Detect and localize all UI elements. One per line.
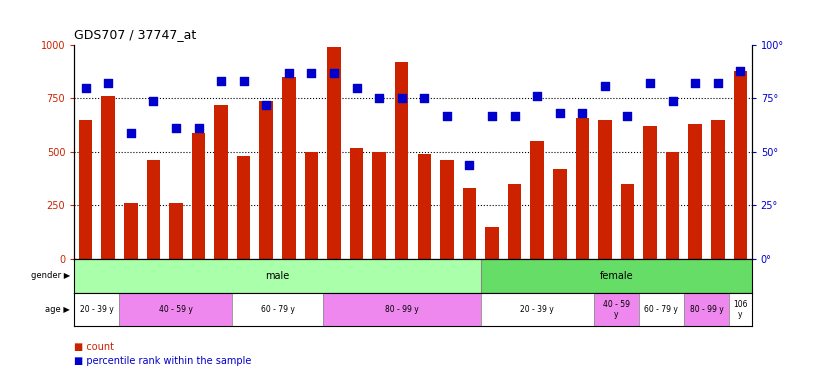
Text: 60 - 79 y: 60 - 79 y (644, 305, 678, 314)
Bar (684, 292, 729, 326)
Point (102, 81, 115, 87)
Point (350, 85, 363, 91)
Point (124, 130, 137, 136)
Bar (305, 152, 318, 259)
Point (418, 95, 431, 101)
Text: gender ▶: gender ▶ (31, 271, 70, 280)
Point (733, 68, 747, 74)
Text: 80 - 99 y: 80 - 99 y (385, 305, 419, 314)
Bar (481, 292, 594, 326)
Bar (417, 154, 431, 259)
Text: 80 - 99 y: 80 - 99 y (690, 305, 724, 314)
Text: male: male (265, 271, 290, 280)
Point (486, 112, 499, 118)
Bar (78, 120, 93, 259)
Text: 20 - 39 y: 20 - 39 y (80, 305, 114, 314)
Point (395, 95, 408, 101)
Bar (395, 62, 409, 259)
Bar (120, 292, 232, 326)
Bar (711, 120, 724, 259)
Point (373, 95, 386, 101)
Point (621, 112, 634, 118)
Bar (643, 126, 657, 259)
Bar (530, 141, 544, 259)
Point (553, 110, 567, 116)
Point (689, 81, 702, 87)
Bar (373, 152, 386, 259)
Bar (666, 152, 680, 259)
Bar (323, 292, 481, 326)
Point (711, 81, 724, 87)
Point (598, 82, 611, 88)
Bar (440, 160, 453, 259)
Point (259, 102, 273, 108)
Bar (733, 70, 748, 259)
Bar (638, 292, 684, 326)
Bar (576, 118, 589, 259)
Point (440, 112, 453, 118)
Point (237, 78, 250, 84)
Bar (349, 148, 363, 259)
Bar (729, 292, 752, 326)
Point (508, 112, 521, 118)
Bar (74, 259, 481, 292)
Bar (327, 47, 341, 259)
Point (463, 162, 476, 168)
Bar (74, 292, 120, 326)
Point (192, 125, 205, 131)
Bar (481, 259, 752, 292)
Bar (259, 100, 273, 259)
Point (169, 125, 183, 131)
Text: ■ count: ■ count (74, 342, 114, 352)
Bar (237, 156, 250, 259)
Text: 40 - 59 y: 40 - 59 y (159, 305, 193, 314)
Bar (485, 226, 499, 259)
Text: ■ percentile rank within the sample: ■ percentile rank within the sample (74, 356, 252, 366)
Bar (463, 188, 477, 259)
Point (666, 98, 679, 104)
Bar (102, 96, 115, 259)
Bar (146, 160, 160, 259)
Point (576, 110, 589, 116)
Bar (553, 169, 567, 259)
Bar (192, 133, 206, 259)
Text: GDS707 / 37747_at: GDS707 / 37747_at (74, 28, 197, 41)
Bar (620, 184, 634, 259)
Point (530, 93, 544, 99)
Bar (688, 124, 702, 259)
Bar (232, 292, 323, 326)
Text: 60 - 79 y: 60 - 79 y (260, 305, 295, 314)
Point (79, 85, 93, 91)
Text: age ▶: age ▶ (45, 305, 70, 314)
Point (147, 98, 160, 104)
Bar (214, 105, 228, 259)
Text: female: female (600, 271, 633, 280)
Point (215, 78, 228, 84)
Point (282, 70, 296, 76)
Bar (169, 203, 183, 259)
Point (643, 81, 657, 87)
Bar (594, 292, 638, 326)
Text: 20 - 39 y: 20 - 39 y (520, 305, 554, 314)
Text: 106
y: 106 y (733, 300, 748, 319)
Text: 40 - 59
y: 40 - 59 y (603, 300, 629, 319)
Point (305, 70, 318, 76)
Point (327, 70, 340, 76)
Bar (124, 203, 138, 259)
Bar (282, 77, 296, 259)
Bar (508, 184, 521, 259)
Bar (598, 120, 612, 259)
